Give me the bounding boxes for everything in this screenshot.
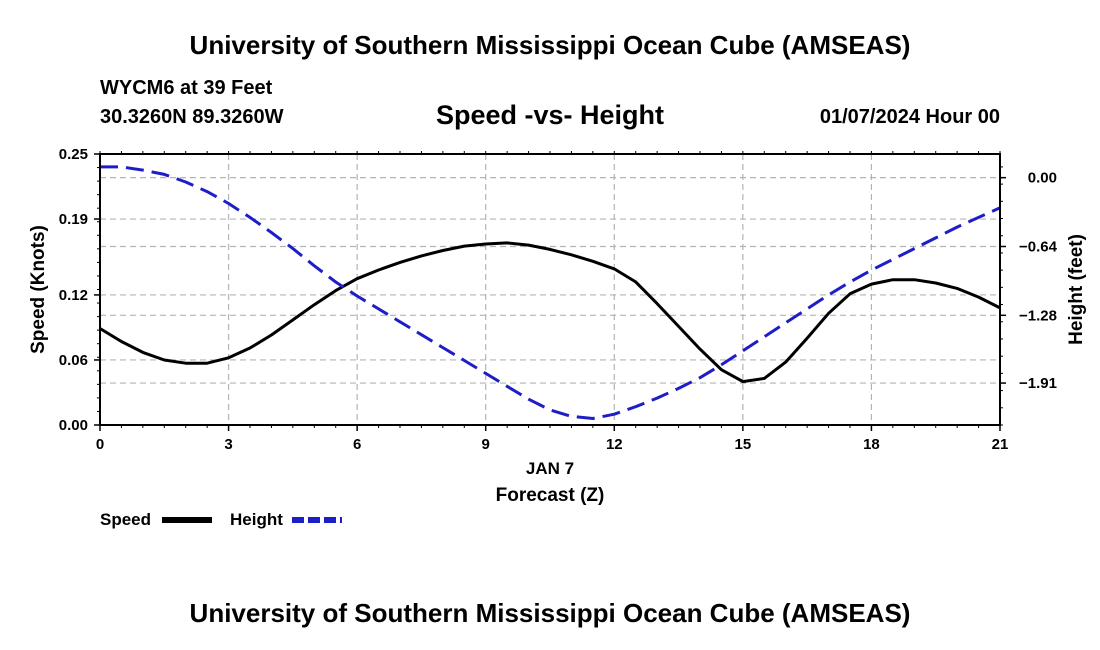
x-tick-label: 6	[353, 436, 361, 453]
y-axis-title: Speed (Knots)	[28, 225, 49, 354]
speed-line	[99, 241, 1001, 384]
y2-tick-label: −0.64	[1019, 238, 1058, 255]
x-tick-label: 15	[735, 436, 752, 453]
x-tick-label: 21	[992, 436, 1009, 453]
station-label: WYCM6 at 39 Feet	[100, 77, 273, 99]
y2-tick-label: −1.91	[1019, 375, 1057, 392]
legend-label-speed: Speed	[100, 510, 151, 529]
y2-tick-label: −1.28	[1019, 307, 1057, 324]
grid-lines	[100, 154, 1000, 425]
x-tick-label: 12	[606, 436, 623, 453]
x-date-label: JAN 7	[526, 459, 574, 478]
y-tick-label: 0.00	[59, 417, 88, 434]
footer-title: University of Southern Mississippi Ocean…	[189, 598, 911, 628]
y-tick-label: 0.25	[59, 146, 88, 163]
y-tick-label: 0.19	[59, 211, 88, 228]
series-lines	[99, 165, 1001, 420]
plot-frame	[99, 153, 1001, 426]
legend-label-height: Height	[230, 510, 283, 529]
legend: Speed Height	[100, 510, 342, 529]
x-tick-label: 3	[224, 436, 232, 453]
x-tick-label: 0	[96, 436, 104, 453]
chart-subtitle: Speed -vs- Height	[435, 100, 665, 130]
y-tick-label: 0.12	[59, 287, 88, 304]
axes	[94, 151, 1006, 431]
x-tick-label: 9	[482, 436, 490, 453]
height-line	[100, 165, 1001, 420]
forecast-datetime: 01/07/2024 Hour 00	[819, 106, 1000, 128]
axis-labels: 0 3 6 9 12 15 18 21 0.00 0.06 0.12 0.19 0.25 0.00 −0.6…	[28, 146, 1087, 506]
x-axis-title: Forecast (Z)	[496, 485, 605, 506]
chart-title: University of Southern Mississippi Ocean…	[189, 30, 911, 60]
y-tick-label: 0.06	[59, 352, 88, 369]
y2-tick-label: 0.00	[1028, 170, 1057, 187]
y2-axis-title: Height (feet)	[1066, 234, 1087, 345]
x-tick-label: 18	[863, 436, 880, 453]
coordinates-label: 30.3260N 89.3260W	[100, 106, 284, 128]
